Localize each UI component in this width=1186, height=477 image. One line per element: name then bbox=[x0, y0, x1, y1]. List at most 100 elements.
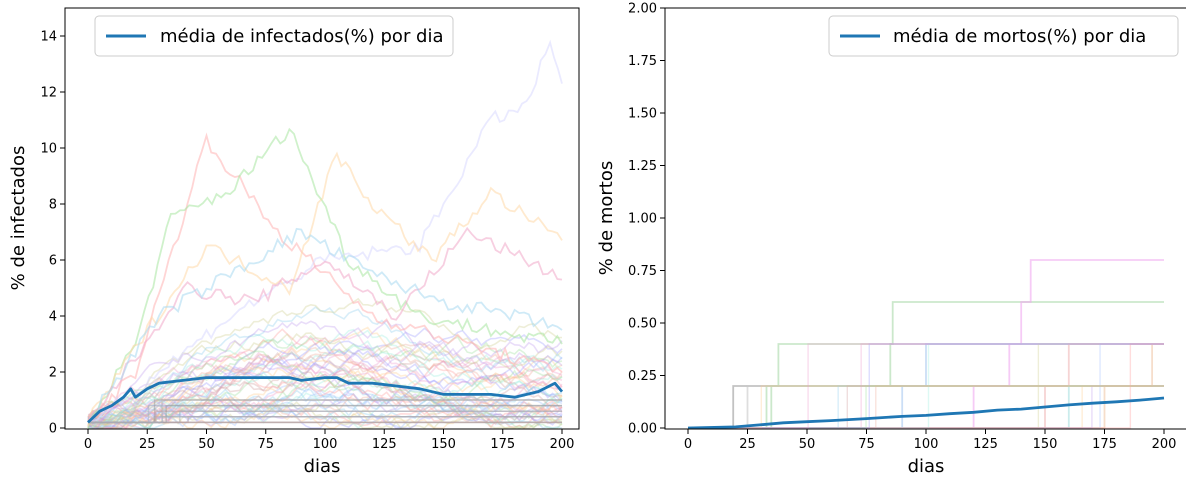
deaths-y-tick-label: 1.00 bbox=[628, 212, 657, 227]
deaths-faint-run-line bbox=[688, 385, 1164, 429]
deaths-x-axis-label: dias bbox=[908, 456, 945, 477]
infected-x-tick-label: 25 bbox=[139, 437, 156, 452]
deaths-y-tick-label: 0.25 bbox=[628, 369, 657, 384]
infected-run-line bbox=[87, 351, 563, 430]
infected-run-line bbox=[87, 371, 563, 426]
infected-x-ticks: 0 25 50 75 100 125 150 175 200 bbox=[84, 429, 575, 452]
infected-run-line bbox=[87, 397, 563, 429]
infected-run-line bbox=[87, 359, 563, 423]
infected-flat-run-line bbox=[88, 416, 562, 424]
infected-x-tick-label: 125 bbox=[372, 437, 397, 452]
infected-simulation-runs bbox=[87, 39, 563, 430]
infected-y-tick-label: 0 bbox=[49, 422, 57, 437]
deaths-y-tick-label: 1.25 bbox=[628, 159, 657, 174]
infected-plot-frame bbox=[64, 7, 580, 430]
infected-run-line bbox=[87, 342, 563, 429]
infected-run-line bbox=[87, 350, 563, 425]
deaths-faint-run-line bbox=[688, 385, 1164, 429]
deaths-legend: média de mortos(%) por dia bbox=[828, 15, 1179, 57]
infected-run-line bbox=[87, 379, 563, 429]
deaths-x-tick-label: 200 bbox=[1152, 437, 1177, 452]
infected-run-line bbox=[87, 353, 563, 429]
infected-x-tick-label: 100 bbox=[313, 437, 338, 452]
deaths-x-tick-label: 50 bbox=[799, 437, 816, 452]
infected-y-tick-label: 14 bbox=[40, 30, 57, 45]
deaths-faint-run-line bbox=[688, 343, 1164, 429]
deaths-faint-run-line bbox=[688, 385, 1164, 429]
infected-run-line bbox=[88, 319, 563, 416]
deaths-x-tick-label: 75 bbox=[858, 437, 875, 452]
deaths-x-tick-label: 25 bbox=[739, 437, 756, 452]
infected-y-ticks: 0 2 4 6 8 10 12 14 bbox=[40, 30, 65, 437]
deaths-x-tick-label: 0 bbox=[684, 437, 692, 452]
deaths-y-tick-label: 1.75 bbox=[628, 54, 657, 69]
infected-peak-run-line bbox=[87, 132, 563, 421]
infected-x-tick-label: 75 bbox=[257, 437, 274, 452]
infected-y-tick-label: 4 bbox=[49, 310, 57, 325]
infected-x-tick-label: 200 bbox=[550, 437, 575, 452]
infected-peak-run-line bbox=[87, 226, 563, 422]
deaths-faint-run-line bbox=[688, 343, 1164, 429]
infected-run-line bbox=[87, 343, 563, 428]
infected-x-axis-label: dias bbox=[304, 456, 341, 477]
infected-peak-run-line bbox=[87, 227, 563, 424]
infected-run-line bbox=[88, 328, 563, 418]
deaths-y-tick-label: 2.00 bbox=[628, 2, 657, 17]
deaths-y-tick-label: 1.50 bbox=[628, 107, 657, 122]
deaths-faint-run-line bbox=[688, 343, 1164, 429]
deaths-x-tick-label: 175 bbox=[1092, 437, 1117, 452]
infected-run-line bbox=[87, 340, 563, 421]
deaths-x-tick-label: 150 bbox=[1033, 437, 1058, 452]
infected-mean-series bbox=[87, 376, 564, 424]
infected-run-line bbox=[87, 351, 563, 419]
deaths-x-ticks: 0 25 50 75 100 125 150 175 200 bbox=[684, 429, 1177, 452]
infected-x-tick-label: 50 bbox=[198, 437, 215, 452]
deaths-mean-series bbox=[687, 396, 1165, 430]
infected-y-axis-label: % de infectados bbox=[8, 146, 29, 291]
infected-peak-run-line bbox=[87, 39, 563, 423]
infected-run-line bbox=[87, 297, 563, 418]
deaths-legend-label: média de mortos(%) por dia bbox=[893, 26, 1146, 47]
deaths-y-tick-label: 0.75 bbox=[628, 264, 657, 279]
infected-run-line bbox=[87, 370, 563, 425]
deaths-faint-run-line bbox=[688, 385, 1164, 429]
infected-x-tick-label: 0 bbox=[84, 437, 92, 452]
infected-legend-box bbox=[94, 15, 454, 57]
infected-y-tick-label: 8 bbox=[49, 198, 57, 213]
infected-y-tick-label: 2 bbox=[49, 366, 57, 381]
deaths-faint-run-line bbox=[688, 343, 1164, 429]
infected-run-line bbox=[87, 334, 563, 419]
deaths-legend-box bbox=[828, 15, 1179, 57]
deaths-faint-run-line bbox=[688, 343, 1164, 429]
deaths-faint-run-line bbox=[688, 385, 1164, 429]
deaths-mean-line bbox=[687, 396, 1165, 430]
infected-x-tick-label: 150 bbox=[431, 437, 456, 452]
infected-run-line bbox=[87, 306, 563, 423]
deaths-chart: 0 25 50 75 100 125 150 175 200 0.00 0.25 0.50 0.75 1… bbox=[596, 2, 1186, 477]
infected-legend-label: média de infectados(%) por dia bbox=[160, 26, 444, 47]
infected-run-line bbox=[87, 388, 563, 427]
infected-run-line bbox=[87, 326, 563, 424]
infected-y-tick-label: 6 bbox=[49, 254, 57, 269]
deaths-y-ticks: 0.00 0.25 0.50 0.75 1.00 1.25 1.50 1.75 2.00 bbox=[628, 2, 665, 437]
infected-run-line bbox=[87, 380, 563, 426]
deaths-y-tick-label: 0.50 bbox=[628, 317, 657, 332]
infected-run-line bbox=[87, 394, 563, 429]
infected-run-line bbox=[87, 332, 563, 424]
deaths-x-tick-label: 125 bbox=[973, 437, 998, 452]
deaths-run-line bbox=[688, 343, 1164, 429]
infected-y-tick-label: 10 bbox=[40, 142, 57, 157]
infected-run-line bbox=[87, 395, 563, 429]
infected-run-line bbox=[87, 397, 563, 429]
infected-run-line bbox=[88, 388, 563, 429]
deaths-y-axis-label: % de mortos bbox=[596, 161, 617, 275]
infected-run-line bbox=[87, 394, 563, 430]
deaths-x-tick-label: 100 bbox=[914, 437, 939, 452]
deaths-faint-run-line bbox=[688, 385, 1164, 429]
infected-run-line bbox=[87, 385, 563, 429]
infected-mean-line bbox=[87, 376, 564, 424]
infected-x-tick-label: 175 bbox=[490, 437, 515, 452]
deaths-simulation-runs bbox=[688, 259, 1164, 429]
infected-run-line bbox=[88, 366, 563, 429]
